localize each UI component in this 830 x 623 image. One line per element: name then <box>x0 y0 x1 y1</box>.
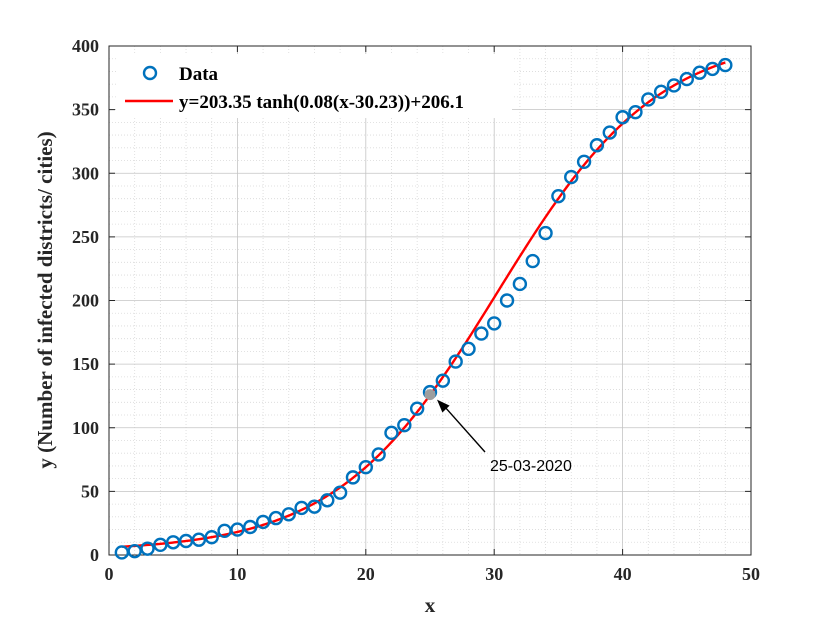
annotation-point <box>424 389 436 401</box>
x-tick-label: 0 <box>105 564 114 584</box>
data-point <box>114 545 130 560</box>
data-point <box>461 341 476 357</box>
data-point <box>615 110 630 125</box>
x-tick-label: 40 <box>614 564 632 584</box>
data-point <box>576 154 592 169</box>
data-point <box>409 401 425 416</box>
data-point <box>679 71 694 87</box>
data-point <box>320 493 335 508</box>
data-point <box>307 499 322 514</box>
legend-label-data: Data <box>179 64 219 85</box>
y-tick-label: 300 <box>72 163 99 183</box>
data-point <box>589 138 605 153</box>
annotation-label: 25-03-2020 <box>490 458 572 475</box>
x-tick-label: 50 <box>742 564 760 584</box>
legend-data-marker <box>142 65 158 81</box>
data-point <box>487 316 502 331</box>
data-point <box>371 447 386 462</box>
data-point <box>127 543 142 559</box>
y-axis-title: y (Number of infected districts/ cities) <box>33 131 57 468</box>
data-point <box>525 253 540 269</box>
data-point <box>153 537 168 553</box>
data-point <box>435 373 451 388</box>
data-point <box>397 418 412 433</box>
data-point <box>551 188 566 204</box>
y-tick-label: 250 <box>72 227 99 247</box>
data-point <box>358 459 373 475</box>
data-point <box>512 276 528 292</box>
data-point <box>666 78 682 93</box>
x-tick-label: 20 <box>357 564 375 584</box>
data-point <box>384 425 399 441</box>
y-tick-label: 200 <box>72 291 99 311</box>
annotation: 25-03-2020 <box>424 389 572 475</box>
data-point <box>705 61 720 77</box>
data-point <box>204 529 219 545</box>
y-tick-label: 350 <box>72 100 99 120</box>
data-point <box>345 470 361 485</box>
y-tick-label: 150 <box>72 354 99 374</box>
annotation-arrow-line <box>441 403 486 453</box>
data-series <box>114 57 733 560</box>
data-point <box>448 354 463 369</box>
y-tick-label: 0 <box>90 545 99 565</box>
legend-background <box>116 54 512 118</box>
x-tick-label: 10 <box>228 564 246 584</box>
data-point <box>140 541 155 556</box>
x-axis-title: x <box>425 593 436 617</box>
x-tick-label: 30 <box>485 564 503 584</box>
data-point <box>692 65 707 80</box>
data-point <box>255 514 271 530</box>
y-tick-label: 400 <box>72 36 99 56</box>
data-point <box>268 510 284 526</box>
annotation-arrow-head <box>437 399 450 413</box>
data-point <box>474 326 489 341</box>
data-point <box>641 92 656 107</box>
data-point <box>230 522 245 537</box>
data-point <box>538 225 553 241</box>
data-point <box>332 485 348 500</box>
y-tick-label: 50 <box>81 481 99 501</box>
data-point <box>628 104 643 120</box>
data-point <box>191 532 207 547</box>
data-point <box>499 293 515 308</box>
legend-label-fit: y=203.35 tanh(0.08(x-30.23))+206.1 <box>179 92 464 113</box>
data-point <box>718 57 733 73</box>
y-tick-label: 100 <box>72 418 99 438</box>
data-point <box>564 169 579 185</box>
data-point <box>602 125 617 140</box>
data-point <box>281 507 296 522</box>
axis-ticks: 0 10 20 30 40 50 0 50 100 150 200 250 300 350 400 <box>72 36 760 584</box>
data-point <box>653 84 669 100</box>
data-point <box>243 519 258 535</box>
legend: Data y=203.35 tanh(0.08(x-30.23))+206.1 <box>116 54 512 118</box>
